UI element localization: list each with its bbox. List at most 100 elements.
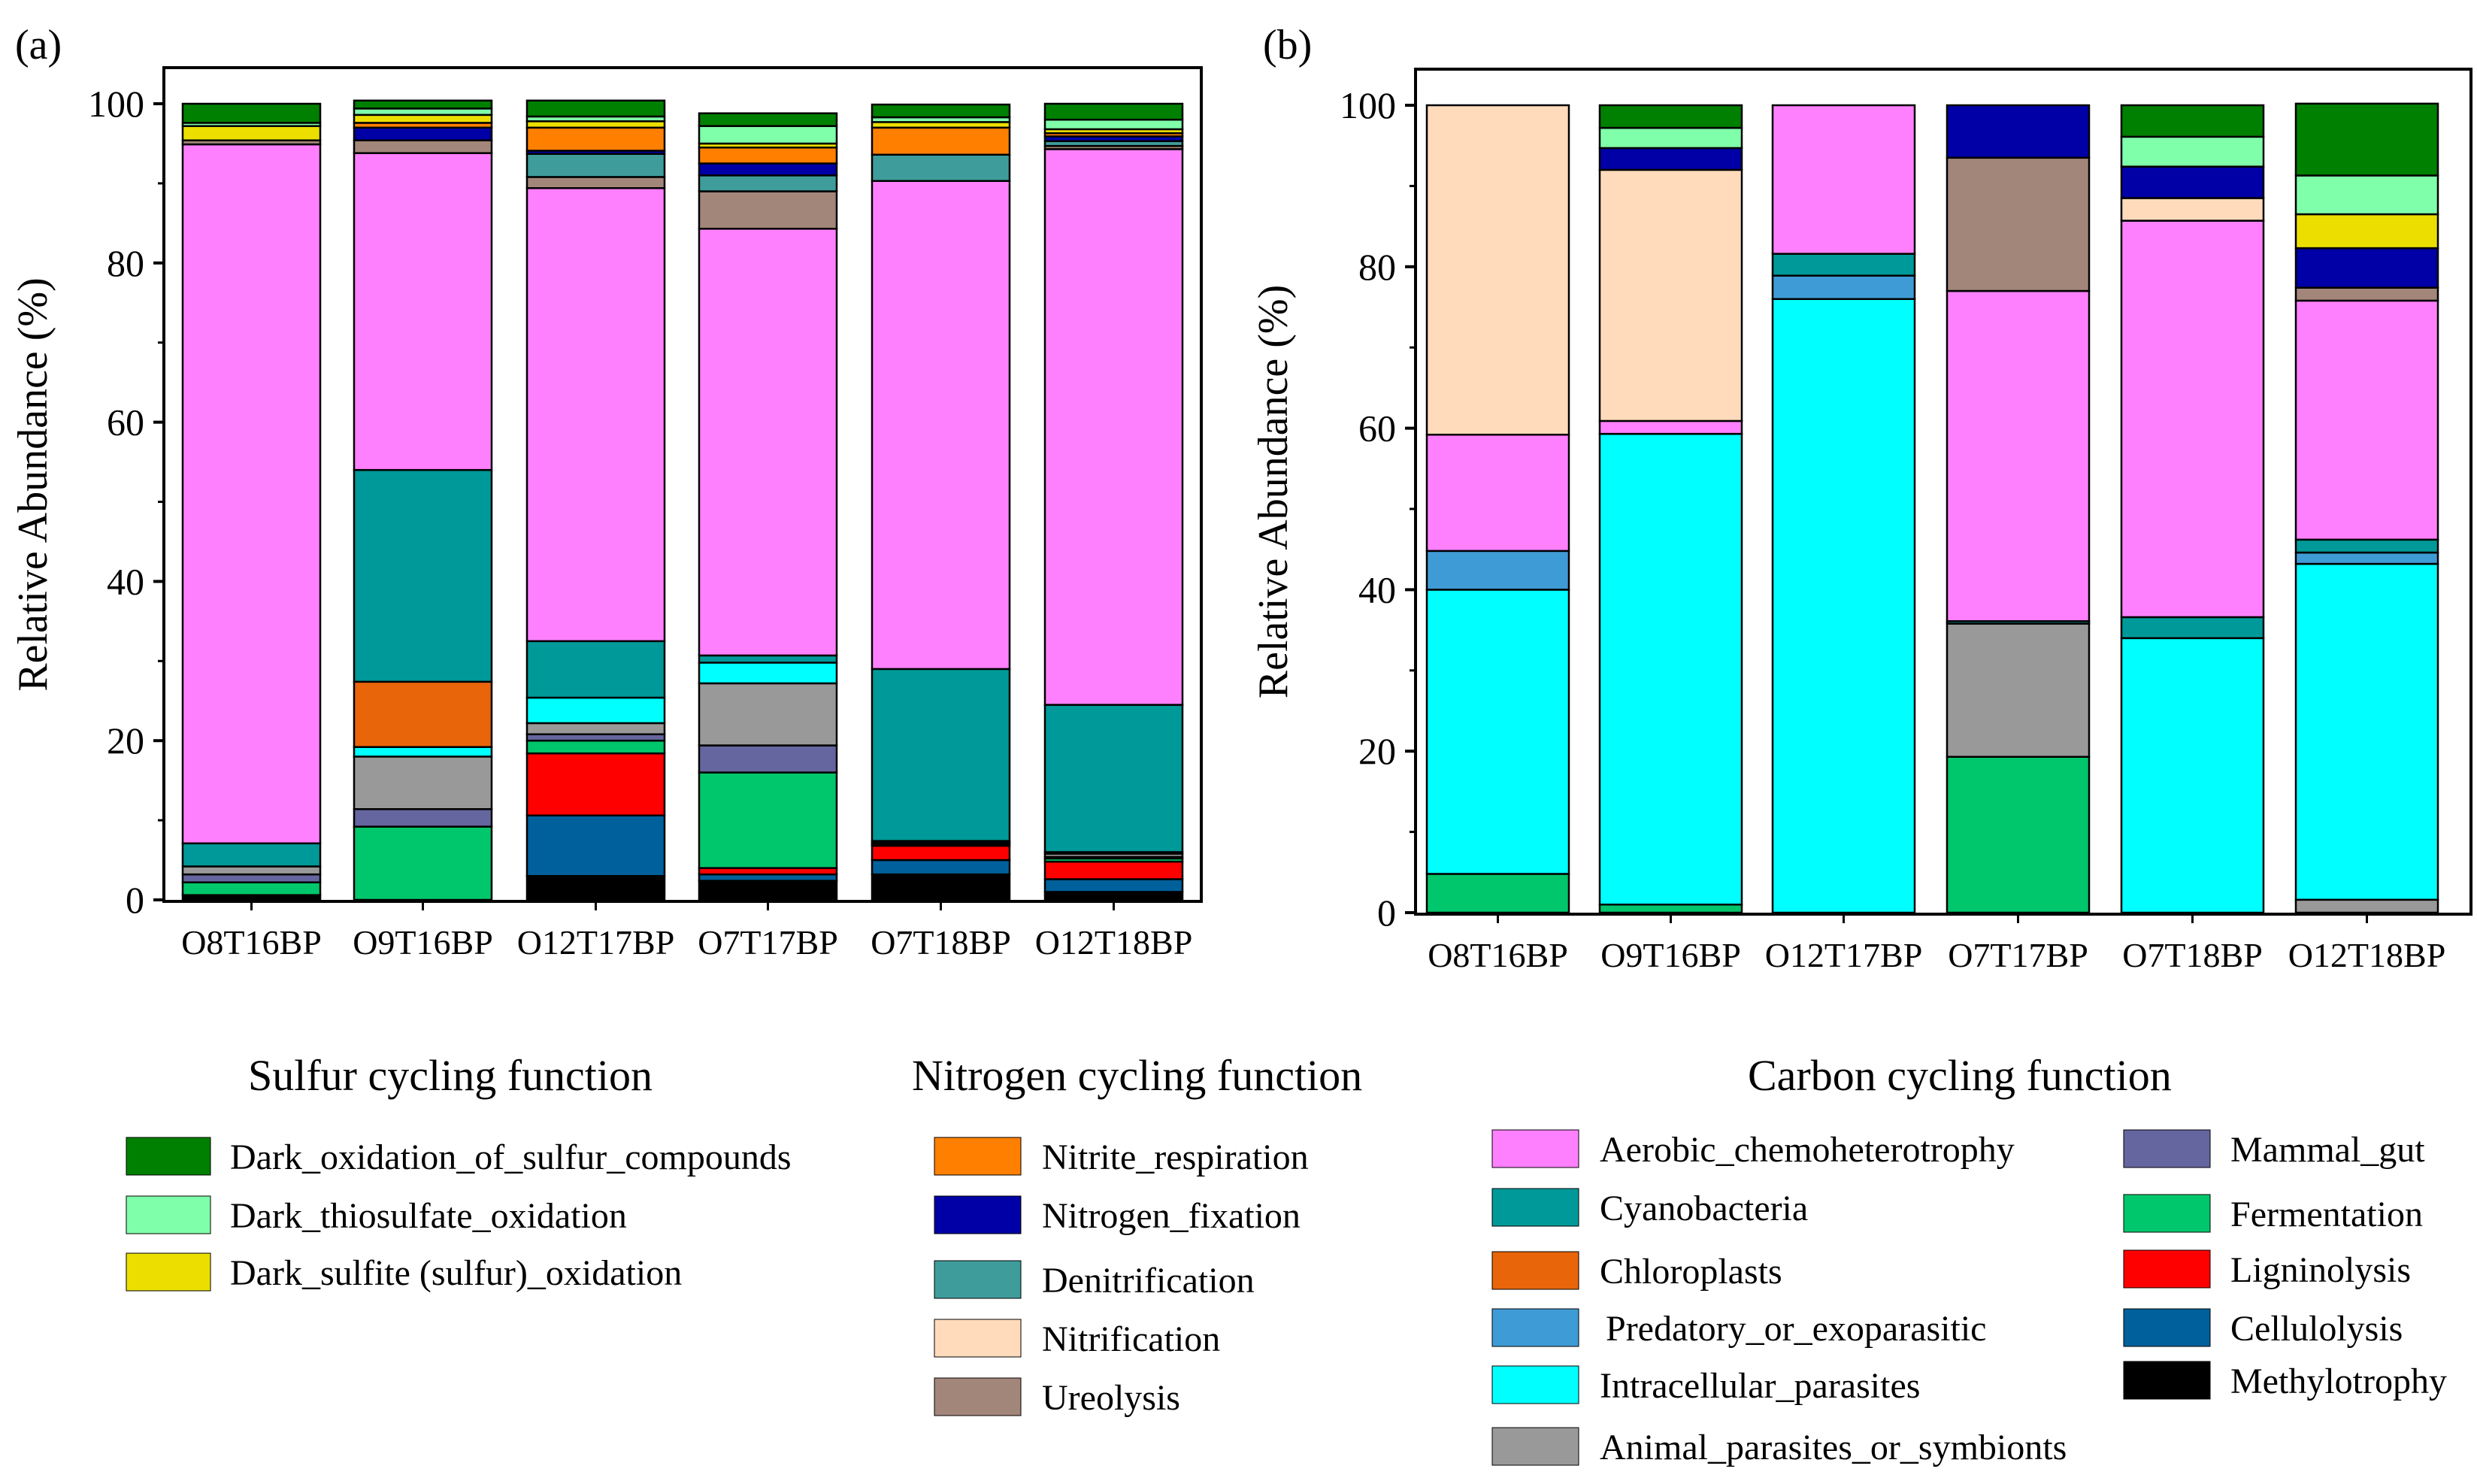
legend-label: Intracellular_parasites — [1600, 1366, 1920, 1406]
bar-segment — [1425, 873, 1570, 914]
bar-segment — [698, 228, 838, 657]
bar-segment — [353, 808, 493, 828]
bar-segment — [1771, 298, 1916, 914]
bar-segment — [525, 874, 666, 901]
bar-segment — [871, 153, 1011, 182]
bar-segment — [181, 873, 322, 883]
legend-label: Cellulolysis — [2230, 1309, 2403, 1349]
bar-segment — [1946, 156, 2091, 292]
legend-swatch — [934, 1377, 1022, 1416]
legend-swatch — [126, 1137, 211, 1176]
legend-label: Mammal_gut — [2230, 1130, 2425, 1170]
bar-segment — [698, 771, 838, 869]
bar-segment — [871, 873, 1011, 901]
panel-label: (a) — [15, 22, 62, 68]
y-axis-label: Relative Abundance (%) — [1250, 285, 1297, 698]
bar-segment — [181, 881, 322, 896]
bar-segment — [2120, 197, 2265, 222]
legend-label: Fermentation — [2230, 1195, 2423, 1234]
legend-carbon: Carbon cycling function Aerobic_chemohet… — [1491, 1051, 2447, 1467]
bar-segment — [353, 825, 493, 901]
bar-segment — [525, 814, 666, 877]
legend-label: Nitrite_respiration — [1042, 1137, 1309, 1177]
bar-segment — [353, 126, 493, 141]
bar-segment — [353, 139, 493, 154]
legend-label: Dark_sulfite (sulfur)_oxidation — [230, 1253, 682, 1293]
bar-segment — [2120, 616, 2265, 640]
y-tick-label: 20 — [1358, 730, 1396, 772]
bar-segment — [698, 174, 838, 192]
bar-segment — [1946, 756, 2091, 914]
bar-segment — [2120, 220, 2265, 619]
bar-segment — [1771, 274, 1916, 301]
bar-segment — [1771, 104, 1916, 255]
bar-segment — [871, 103, 1011, 119]
bar-segment — [1043, 102, 1184, 121]
x-tick-label: O7T17BP — [1948, 936, 2088, 974]
bar-segment — [525, 640, 666, 699]
bar-segment — [1598, 168, 1743, 422]
y-tick-label: 60 — [1358, 407, 1396, 450]
bar-segment — [181, 143, 322, 845]
legend-swatch — [2123, 1249, 2211, 1289]
bar-segment — [698, 873, 838, 882]
y-tick-label: 40 — [107, 560, 144, 602]
legend-swatch — [2123, 1129, 2211, 1168]
bar-segment — [1043, 148, 1184, 706]
panel-b: (b) 0 20 40 60 80 100 Relative Abundance (%) O8T… — [1250, 22, 2472, 974]
bar-segment — [525, 733, 666, 742]
bar-segment — [525, 176, 666, 189]
bar-segment — [181, 865, 322, 876]
bar-segment — [525, 739, 666, 755]
x-tick-label: O8T16BP — [1428, 936, 1568, 974]
bar-segment — [1598, 126, 1743, 150]
bar-segment — [2294, 562, 2439, 901]
bar-segment — [698, 744, 838, 774]
bar-segment — [525, 696, 666, 725]
legend-swatch — [934, 1195, 1022, 1234]
legend-swatch — [126, 1195, 211, 1234]
bar-segment — [871, 668, 1011, 842]
bar-segment — [1946, 104, 2091, 159]
bar-segment — [871, 180, 1011, 671]
legend-label: Animal_parasites_or_symbionts — [1600, 1428, 2067, 1467]
legend-label: Nitrogen_fixation — [1042, 1196, 1301, 1236]
legend-swatch — [934, 1260, 1022, 1299]
bar-segment — [698, 162, 838, 177]
bar-segment — [181, 125, 322, 141]
bar-segment — [525, 120, 666, 129]
bar-segment — [2294, 102, 2439, 177]
bar-segment — [698, 654, 838, 664]
bar-segment — [1946, 622, 2091, 758]
legend-sulfur-title: Sulfur cycling function — [248, 1051, 653, 1100]
bar-segment — [525, 752, 666, 816]
bar-segment — [698, 662, 838, 685]
bar-segment — [1598, 419, 1743, 435]
bar-segment — [1598, 104, 1743, 129]
bar-segment — [1043, 118, 1184, 131]
legend-label: Chloroplasts — [1600, 1252, 1782, 1292]
x-tick-label: O9T16BP — [353, 923, 493, 962]
legend-label: Cyanobacteria — [1600, 1189, 1808, 1228]
bar-segment — [1043, 878, 1184, 893]
legend-label: Methylotrophy — [2230, 1361, 2447, 1401]
bar-segment — [871, 844, 1011, 862]
bar-segment — [698, 190, 838, 230]
bar-segment — [525, 722, 666, 735]
x-tick-label: O12T17BP — [1765, 936, 1923, 974]
x-tick-label: O7T17BP — [698, 923, 838, 962]
bar-segment — [353, 756, 493, 810]
bar-segment — [353, 746, 493, 758]
legend-label: Dark_oxidation_of_sulfur_compounds — [230, 1137, 792, 1177]
bar-segment — [353, 468, 493, 683]
x-tick-label: O12T17BP — [517, 923, 675, 962]
bar-segment — [525, 99, 666, 118]
legend-carbon-title: Carbon cycling function — [1748, 1051, 2172, 1100]
bar-segment — [1771, 253, 1916, 277]
legend-label: Nitrification — [1042, 1319, 1220, 1359]
y-axis-label: Relative Abundance (%) — [10, 277, 56, 691]
bar-segment — [698, 682, 838, 747]
bar-segment — [698, 146, 838, 165]
plot-frame — [1414, 68, 2472, 916]
legend-swatch — [126, 1252, 211, 1292]
